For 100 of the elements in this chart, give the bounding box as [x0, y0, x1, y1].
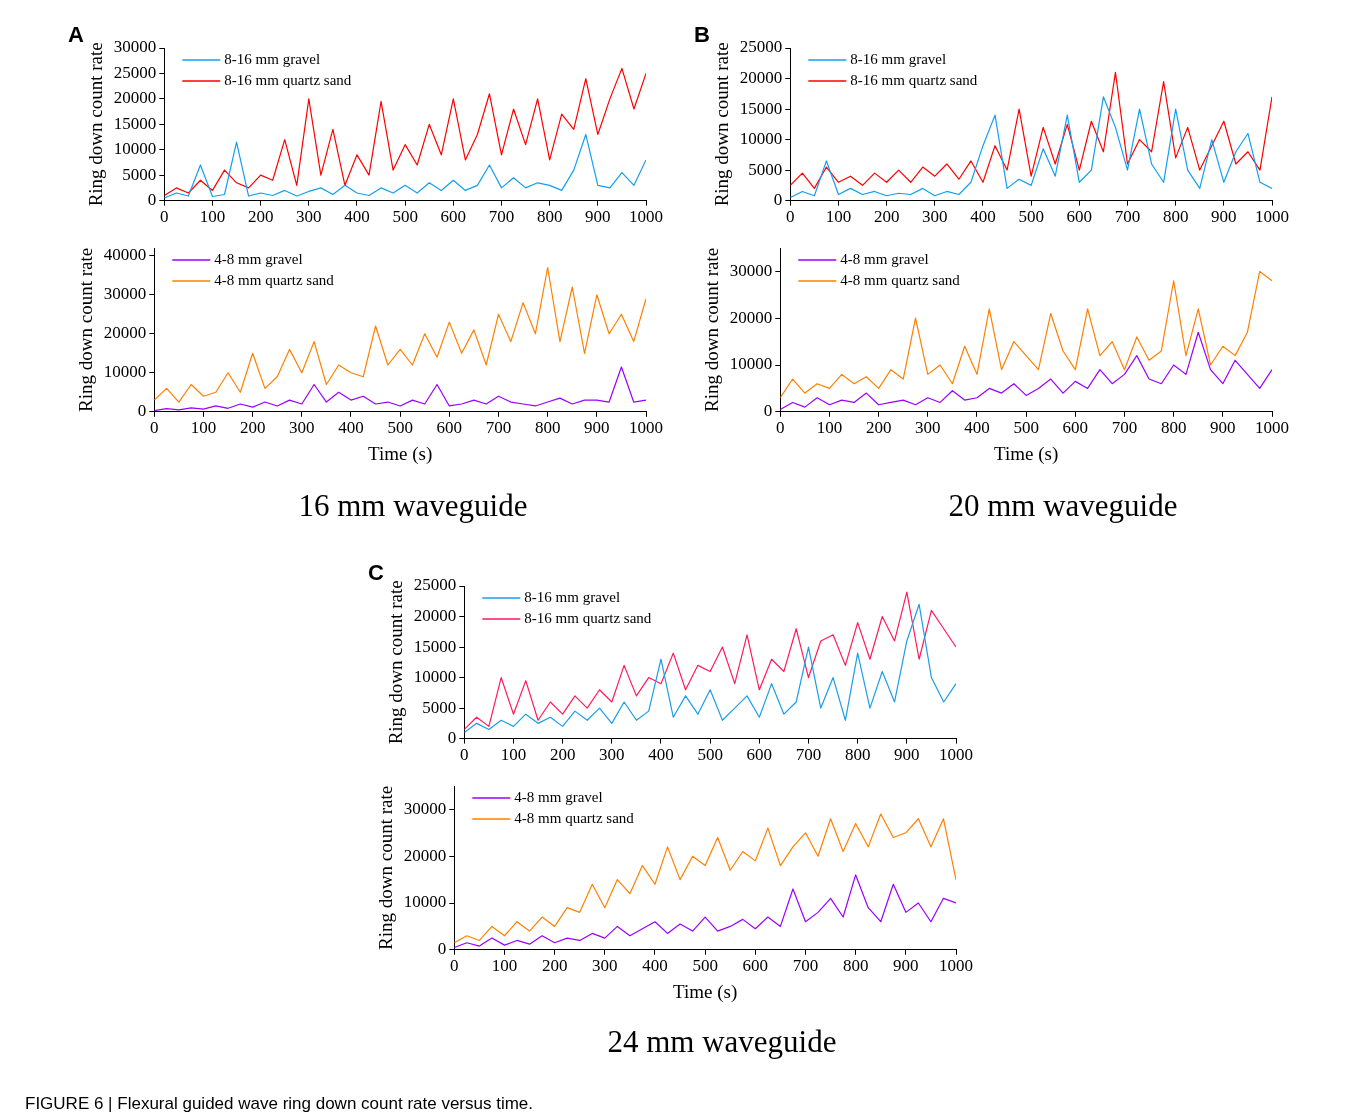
x-tick-label: 400: [642, 956, 668, 976]
y-tick-label: 10000: [103, 362, 147, 382]
x-tick-label: 900: [1211, 207, 1237, 227]
legend-label: 8-16 mm quartz sand: [850, 71, 978, 88]
x-tick-label: 700: [485, 418, 512, 438]
x-tick-label: 100: [500, 745, 527, 765]
y-tick-label: 10000: [729, 354, 773, 374]
x-axis-title: Time (s): [673, 980, 738, 1003]
legend-label: 8-16 mm quartz sand: [524, 609, 652, 626]
legend-label: 8-16 mm gravel: [524, 588, 621, 605]
x-tick-label: 300: [289, 418, 315, 438]
x-tick-label: 800: [842, 956, 869, 976]
y-axis-title: Ring down count rate: [75, 247, 97, 412]
y-tick-label: 20000: [103, 323, 147, 343]
x-tick-label: 900: [894, 745, 920, 765]
x-tick-label: 400: [964, 418, 990, 438]
x-tick-label: 600: [1066, 207, 1093, 227]
x-tick-label: 300: [296, 207, 322, 227]
y-tick-label: 10000: [113, 139, 157, 159]
y-tick-label: 40000: [103, 245, 147, 265]
x-axis-title: Time (s): [994, 442, 1059, 465]
y-tick-label: 25000: [739, 37, 783, 57]
y-tick-label: 10000: [413, 667, 457, 687]
x-tick-label: 800: [844, 745, 871, 765]
x-tick-label: 100: [199, 207, 226, 227]
legend-label: 4-8 mm quartz sand: [514, 809, 635, 826]
x-tick-label: 1000: [1255, 207, 1289, 227]
text: 24 mm waveguide: [607, 1024, 837, 1060]
x-tick-label: 100: [825, 207, 852, 227]
x-tick-label: 800: [534, 418, 561, 438]
x-tick-label: 300: [599, 745, 625, 765]
x-tick-label: 500: [692, 956, 718, 976]
x-tick-label: 900: [1210, 418, 1236, 438]
y-tick-label: 0: [773, 190, 783, 210]
y-tick-label: 15000: [113, 113, 157, 133]
legend-label: 8-16 mm quartz sand: [224, 71, 352, 88]
x-tick-label: 300: [915, 418, 941, 438]
x-tick-label: 300: [592, 956, 618, 976]
x-tick-label: 500: [697, 745, 723, 765]
x-tick-label: 700: [795, 745, 822, 765]
y-tick-label: 15000: [413, 636, 457, 656]
x-axis-title: Time (s): [368, 442, 433, 465]
x-tick-label: 200: [549, 745, 576, 765]
y-tick-label: 5000: [748, 159, 783, 179]
y-axis-title: Ring down count rate: [701, 247, 723, 412]
y-tick-label: 5000: [122, 164, 157, 184]
x-tick-label: 500: [1013, 418, 1039, 438]
y-tick-label: 20000: [413, 605, 457, 625]
legend-label: 8-16 mm gravel: [850, 50, 947, 67]
text: 16 mm waveguide: [298, 488, 528, 524]
y-tick-label: 10000: [403, 892, 447, 912]
x-tick-label: 100: [816, 418, 843, 438]
x-tick-label: 600: [746, 745, 773, 765]
x-tick-label: 900: [584, 418, 610, 438]
x-tick-label: 700: [1114, 207, 1141, 227]
chart-title: A: [68, 22, 84, 48]
x-tick-label: 1000: [939, 745, 973, 765]
legend-label: 8-16 mm gravel: [224, 50, 321, 67]
x-tick-label: 800: [1162, 207, 1189, 227]
x-tick-label: 600: [1062, 418, 1089, 438]
chart-title: B: [694, 22, 710, 48]
y-tick-label: 0: [437, 939, 447, 959]
legend-label: 4-8 mm gravel: [214, 250, 303, 267]
x-tick-label: 1000: [629, 418, 663, 438]
x-tick-label: 500: [387, 418, 413, 438]
x-tick-label: 500: [1018, 207, 1044, 227]
y-tick-label: 0: [447, 728, 457, 748]
x-tick-label: 800: [1160, 418, 1187, 438]
caption: FIGURE 6 | Flexural guided wave ring down count rate versus time.: [25, 1094, 534, 1114]
y-tick-label: 0: [763, 401, 773, 421]
x-tick-label: 100: [190, 418, 217, 438]
y-tick-label: 10000: [739, 129, 783, 149]
x-tick-label: 900: [585, 207, 611, 227]
y-tick-label: 20000: [403, 845, 447, 865]
y-tick-label: 20000: [739, 67, 783, 87]
chart-title: C: [368, 560, 384, 586]
y-tick-label: 30000: [113, 37, 157, 57]
y-axis-title: Ring down count rate: [711, 42, 733, 207]
x-tick-label: 200: [247, 207, 274, 227]
x-tick-label: 600: [440, 207, 467, 227]
x-tick-label: 400: [648, 745, 674, 765]
x-tick-label: 100: [491, 956, 518, 976]
x-tick-label: 1000: [629, 207, 663, 227]
y-tick-label: 0: [137, 401, 147, 421]
y-tick-label: 25000: [113, 62, 157, 82]
y-tick-label: 30000: [729, 260, 773, 280]
y-tick-label: 30000: [103, 284, 147, 304]
y-axis-title: Ring down count rate: [85, 42, 107, 207]
x-tick-label: 1000: [939, 956, 973, 976]
x-tick-label: 200: [541, 956, 568, 976]
text: 20 mm waveguide: [948, 488, 1178, 524]
x-tick-label: 900: [893, 956, 919, 976]
legend-label: 4-8 mm quartz sand: [840, 271, 961, 288]
y-tick-label: 20000: [113, 88, 157, 108]
y-tick-label: 25000: [413, 575, 457, 595]
x-tick-label: 200: [865, 418, 892, 438]
x-tick-label: 700: [1111, 418, 1138, 438]
x-tick-label: 700: [488, 207, 515, 227]
y-tick-label: 20000: [729, 307, 773, 327]
x-tick-label: 400: [970, 207, 996, 227]
